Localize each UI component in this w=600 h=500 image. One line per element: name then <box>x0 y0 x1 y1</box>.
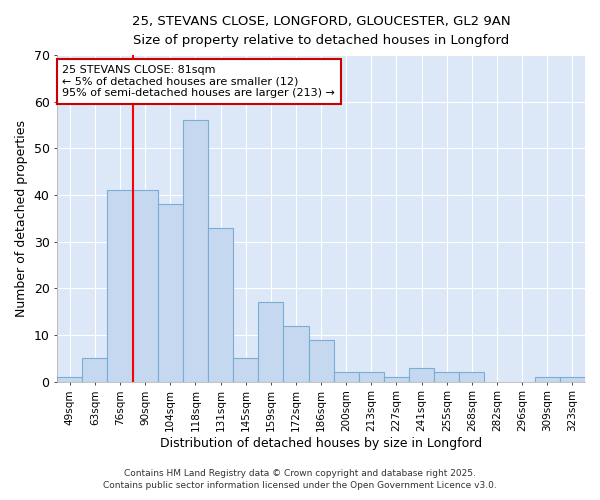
Bar <box>434 372 460 382</box>
Bar <box>409 368 434 382</box>
Bar <box>258 302 283 382</box>
Bar <box>359 372 384 382</box>
Bar <box>208 228 233 382</box>
Title: 25, STEVANS CLOSE, LONGFORD, GLOUCESTER, GL2 9AN
Size of property relative to de: 25, STEVANS CLOSE, LONGFORD, GLOUCESTER,… <box>132 15 511 47</box>
Bar <box>233 358 258 382</box>
Bar <box>460 372 484 382</box>
Bar <box>560 377 585 382</box>
Bar <box>107 190 133 382</box>
Y-axis label: Number of detached properties: Number of detached properties <box>15 120 28 317</box>
Bar <box>283 326 308 382</box>
Bar <box>133 190 158 382</box>
Bar <box>183 120 208 382</box>
Bar <box>384 377 409 382</box>
Bar <box>334 372 359 382</box>
Bar <box>82 358 107 382</box>
X-axis label: Distribution of detached houses by size in Longford: Distribution of detached houses by size … <box>160 437 482 450</box>
Bar <box>57 377 82 382</box>
Bar <box>158 204 183 382</box>
Text: Contains HM Land Registry data © Crown copyright and database right 2025.
Contai: Contains HM Land Registry data © Crown c… <box>103 468 497 490</box>
Bar <box>308 340 334 382</box>
Bar <box>535 377 560 382</box>
Text: 25 STEVANS CLOSE: 81sqm
← 5% of detached houses are smaller (12)
95% of semi-det: 25 STEVANS CLOSE: 81sqm ← 5% of detached… <box>62 65 335 98</box>
